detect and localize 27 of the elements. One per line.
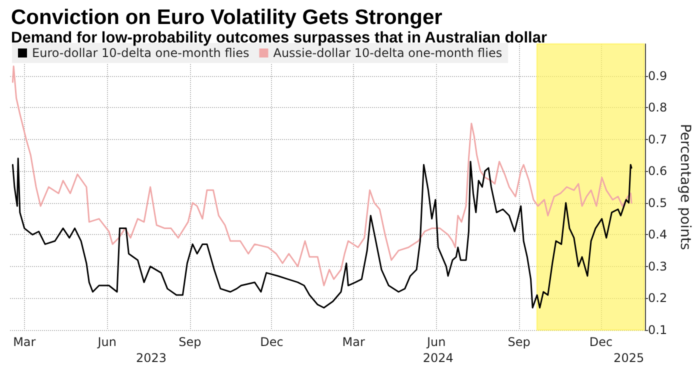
x-tick-label: Sep <box>178 335 202 349</box>
chart-subtitle: Demand for low-probability outcomes surpasses that in Australian dollar <box>11 30 547 46</box>
legend-label: Euro-dollar 10-delta one-month flies <box>32 46 250 60</box>
x-tick-label: Dec <box>260 335 284 349</box>
line-series <box>12 158 632 309</box>
chart-title: Conviction on Euro Volatility Gets Stronger <box>11 6 442 29</box>
x2-tick-label: 2024 <box>422 351 454 365</box>
legend-label: Aussie-dollar 10-delta one-month flies <box>273 46 502 60</box>
x2-tick-label: 2023 <box>136 351 166 365</box>
y-tick-label: 0.3 <box>648 259 668 274</box>
y-tick-label: 0.4 <box>648 228 668 242</box>
x-tick-label: Mar <box>13 335 36 349</box>
x-tick-label: Mar <box>342 335 365 349</box>
x-tick-label: Jun <box>96 335 117 349</box>
y-tick-label: 0.8 <box>648 100 668 115</box>
x-tick-label: Jun <box>426 335 446 349</box>
y-tick-label: 0.2 <box>648 291 668 306</box>
x2-tick-label: 2025 <box>614 351 644 365</box>
y-axis-title: Percentage points <box>677 124 693 250</box>
y-tick-label: 0.6 <box>648 164 668 178</box>
y-tick-label: 0.7 <box>648 132 668 146</box>
x-tick-label: Sep <box>508 335 530 349</box>
y-tick-label: 0.1 <box>648 323 668 337</box>
line-series <box>12 65 632 286</box>
x-tick-label: Dec <box>589 335 613 349</box>
y-tick-label: 0.5 <box>648 196 668 210</box>
y-tick-label: 0.9 <box>648 68 668 83</box>
